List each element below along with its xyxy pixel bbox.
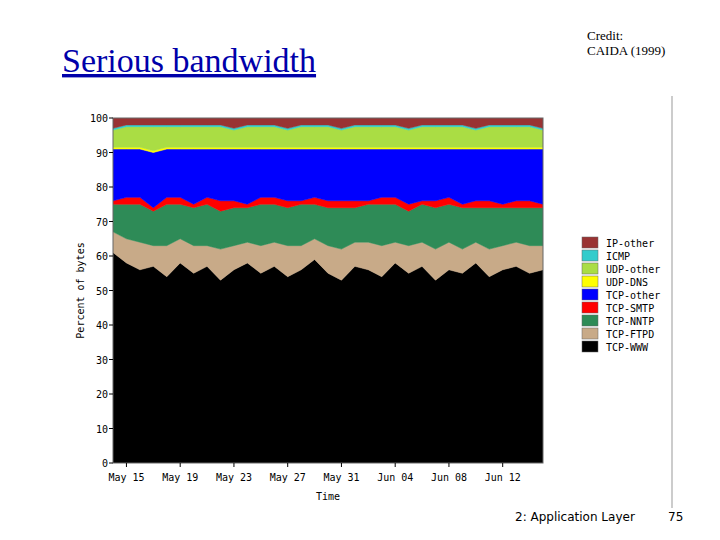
y-tick: [109, 359, 113, 360]
y-tick-label: 20: [96, 389, 108, 400]
x-axis-label: Time: [316, 491, 340, 502]
x-tick-label: May 31: [323, 472, 359, 483]
legend-label: TCP-FTPD: [606, 329, 654, 340]
plot-background: [113, 118, 543, 463]
legend-label: UDP-DNS: [606, 277, 648, 288]
x-tick: [233, 463, 234, 467]
area-udp-dns: [113, 147, 543, 152]
x-tick-label: May 19: [162, 472, 198, 483]
legend-swatch: [582, 315, 598, 326]
legend-label: TCP-other: [606, 290, 660, 301]
y-tick: [109, 152, 113, 153]
x-tick: [287, 463, 288, 467]
y-tick-label: 80: [96, 182, 108, 193]
page-number: 75: [668, 510, 683, 524]
legend-swatch: [582, 341, 598, 352]
x-tick: [126, 463, 127, 467]
y-tick-label: 0: [102, 458, 108, 469]
x-tick-label: Jun 12: [485, 472, 521, 483]
legend-label: TCP-SMTP: [606, 303, 654, 314]
x-tick-label: Jun 04: [377, 472, 413, 483]
slide: Serious bandwidth Credit:CAIDA (1999) 2: A…: [0, 0, 720, 540]
y-tick: [109, 428, 113, 429]
footer: 2: Application Layer: [515, 510, 635, 524]
x-tick: [180, 463, 181, 467]
legend-label: UDP-other: [606, 264, 660, 275]
legend-swatch: [582, 263, 598, 274]
y-tick-label: 70: [96, 217, 108, 228]
y-tick: [109, 256, 113, 257]
x-tick-label: May 23: [216, 472, 252, 483]
y-tick-label: 100: [90, 113, 108, 124]
y-tick-label: 90: [96, 148, 108, 159]
x-tick: [502, 463, 503, 467]
area-tcp-nntp: [113, 204, 543, 249]
x-tick-label: May 27: [270, 472, 306, 483]
y-tick-label: 60: [96, 251, 108, 262]
y-tick: [109, 187, 113, 188]
legend-swatch: [582, 302, 598, 313]
plot-frame: [113, 118, 543, 463]
x-tick: [448, 463, 449, 467]
area-udp-other: [113, 127, 543, 151]
legend-label: ICMP: [606, 251, 630, 262]
x-tick-label: Jun 08: [431, 472, 467, 483]
y-tick-label: 40: [96, 320, 108, 331]
y-tick-label: 50: [96, 286, 108, 297]
credit: Credit:: [587, 28, 623, 43]
legend-swatch: [582, 250, 598, 261]
area-tcp-other: [113, 149, 543, 208]
x-tick-label: May 15: [108, 472, 144, 483]
legend-swatch: [582, 276, 598, 287]
title: Serious bandwidth: [62, 42, 316, 79]
legend-label: TCP-WWW: [606, 342, 649, 353]
legend-swatch: [582, 289, 598, 300]
y-tick: [109, 290, 113, 291]
legend-label: IP-other: [606, 238, 654, 249]
y-tick: [109, 463, 113, 464]
y-tick-label: 30: [96, 355, 108, 366]
plot-area: [113, 118, 543, 463]
legend-label: TCP-NNTP: [606, 316, 654, 327]
legend-swatch: [582, 237, 598, 248]
legend-swatch: [582, 328, 598, 339]
y-tick: [109, 118, 113, 119]
x-tick: [395, 463, 396, 467]
area-ip-other: [113, 118, 543, 128]
y-axis-label: Percent of bytes: [75, 242, 86, 338]
legend: IP-other ICMP UDP-other UDP-DNS TCP-other TCP…: [582, 237, 660, 353]
y-tick: [109, 394, 113, 395]
y-tick: [109, 221, 113, 222]
y-tick: [109, 325, 113, 326]
x-tick: [341, 463, 342, 467]
credit: CAIDA (1999): [587, 43, 665, 58]
divider: [672, 96, 673, 508]
y-tick-label: 10: [96, 424, 108, 435]
area-tcp-www: [113, 253, 543, 463]
